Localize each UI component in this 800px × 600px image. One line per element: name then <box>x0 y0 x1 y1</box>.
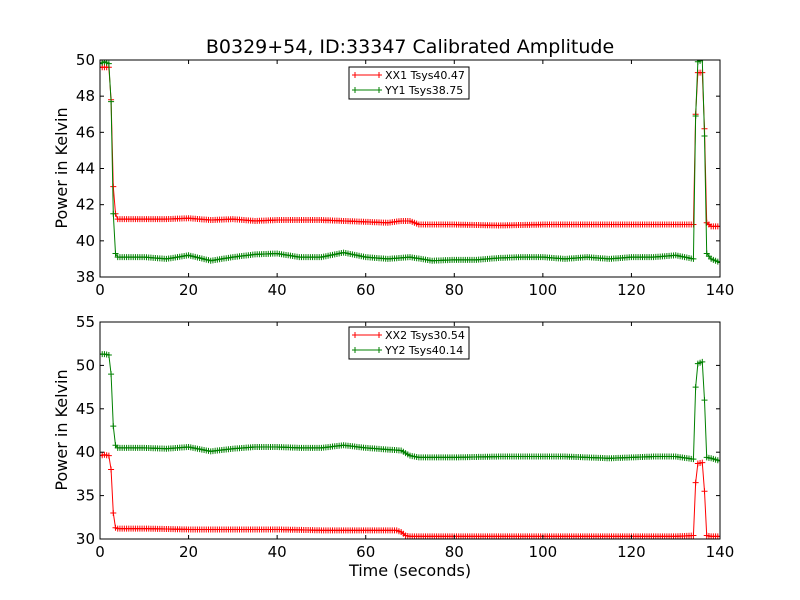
top-y-tick-label: 48 <box>76 87 95 105</box>
top-y-tick-label: 46 <box>76 123 95 141</box>
top-series-1 <box>100 64 720 230</box>
bottom-x-tick-label: 20 <box>179 543 198 561</box>
bottom-y-tick-label: 35 <box>76 487 95 505</box>
top-legend: XX1 Tsys40.47 YY1 Tsys38.75 <box>348 66 470 100</box>
top-series-2-marker <box>692 113 699 120</box>
top-legend-marker <box>376 87 382 93</box>
top-series-2-marker <box>112 250 119 257</box>
bottom-series-1-marker <box>701 488 708 495</box>
bottom-y-tick-label: 30 <box>76 530 95 548</box>
bottom-series-2 <box>100 351 720 464</box>
top-legend-label: XX1 Tsys40.47 <box>385 69 465 82</box>
top-x-tick-label: 0 <box>95 281 105 299</box>
bottom-legend-marker <box>376 347 382 353</box>
bottom-series-2-marker <box>110 423 117 430</box>
bottom-series-2-marker <box>699 358 706 365</box>
x-axis-label: Time (seconds) <box>348 561 471 580</box>
top-y-tick-label: 40 <box>76 232 95 250</box>
top-x-tick-label: 100 <box>529 281 558 299</box>
bottom-panel: Power in Kelvin Time (seconds) 0 20 40 60 80… <box>52 313 734 580</box>
bottom-y-tick-label: 45 <box>76 400 95 418</box>
top-y-tick-label: 50 <box>76 51 95 69</box>
top-x-tick-label: 60 <box>356 281 375 299</box>
bottom-series-2-marker <box>701 397 708 404</box>
top-y-tick-label: 44 <box>76 160 95 178</box>
top-y-tick-label: 42 <box>76 196 95 214</box>
bottom-legend-marker <box>352 332 358 338</box>
top-legend-marker <box>352 87 358 93</box>
top-series-2 <box>100 60 720 266</box>
top-legend-box <box>348 66 470 100</box>
bottom-series-1-marker <box>105 452 112 459</box>
bottom-series-1-marker <box>690 532 697 539</box>
top-series-2-marker <box>110 210 117 217</box>
bottom-x-tick-label: 0 <box>95 543 105 561</box>
top-x-tick-label: 140 <box>706 281 735 299</box>
bottom-y-tick-label: 40 <box>76 443 95 461</box>
bottom-x-tick-label: 80 <box>445 543 464 561</box>
bottom-series-2-marker <box>692 384 699 391</box>
bottom-plot-frame <box>99 321 721 540</box>
bottom-x-tick-label: 140 <box>706 543 735 561</box>
bottom-x-tick-label: 120 <box>617 543 646 561</box>
top-panel: Power in Kelvin 0 20 40 60 80 100 120 140 38 40 42… <box>52 51 734 299</box>
bottom-series-1-marker <box>692 479 699 486</box>
top-legend-marker <box>352 72 358 78</box>
bottom-series-1-marker <box>717 533 720 539</box>
bottom-series-2-marker <box>717 457 720 464</box>
bottom-legend: XX2 Tsys30.54 YY2 Tsys40.14 <box>348 326 470 360</box>
bottom-series-1-marker <box>108 466 115 473</box>
bottom-legend-marker <box>376 332 382 338</box>
bottom-legend-label: YY2 Tsys40.14 <box>384 344 463 357</box>
bottom-x-tick-label: 40 <box>268 543 287 561</box>
bottom-legend-box <box>348 326 470 360</box>
top-x-tick-label: 120 <box>617 281 646 299</box>
top-legend-label: YY1 Tsys38.75 <box>384 84 463 97</box>
top-series-2-marker <box>690 255 697 262</box>
top-x-tick-label: 20 <box>179 281 198 299</box>
top-series-2-marker <box>717 259 720 266</box>
top-series-2-marker <box>105 60 112 67</box>
top-series-1-marker <box>690 221 697 228</box>
bottom-series-2-marker <box>105 351 112 358</box>
top-series-1-marker <box>717 223 720 230</box>
bottom-legend-marker <box>352 347 358 353</box>
top-series-2-marker <box>699 60 706 63</box>
bottom-y-tick-label: 50 <box>76 356 95 374</box>
chart-title: B0329+54, ID:33347 Calibrated Amplitude <box>206 36 614 58</box>
bottom-y-axis-label: Power in Kelvin <box>52 369 71 490</box>
top-x-tick-label: 40 <box>268 281 287 299</box>
bottom-series-1 <box>100 451 720 539</box>
bottom-series-1-marker <box>699 459 706 466</box>
top-y-tick-label: 38 <box>76 268 95 286</box>
bottom-series-2-marker <box>690 456 697 463</box>
bottom-y-tick-label: 55 <box>76 313 95 331</box>
top-series-2-marker <box>108 98 115 105</box>
top-y-axis-label: Power in Kelvin <box>52 107 71 228</box>
bottom-legend-label: XX2 Tsys30.54 <box>385 329 465 342</box>
bottom-series-1-marker <box>110 509 117 516</box>
bottom-x-tick-label: 60 <box>356 543 375 561</box>
bottom-series-2-marker <box>108 371 115 378</box>
top-series-2-marker <box>701 132 708 139</box>
bottom-x-tick-label: 100 <box>529 543 558 561</box>
top-legend-marker <box>376 72 382 78</box>
bottom-series-1-line <box>100 454 720 537</box>
top-x-tick-label: 80 <box>445 281 464 299</box>
